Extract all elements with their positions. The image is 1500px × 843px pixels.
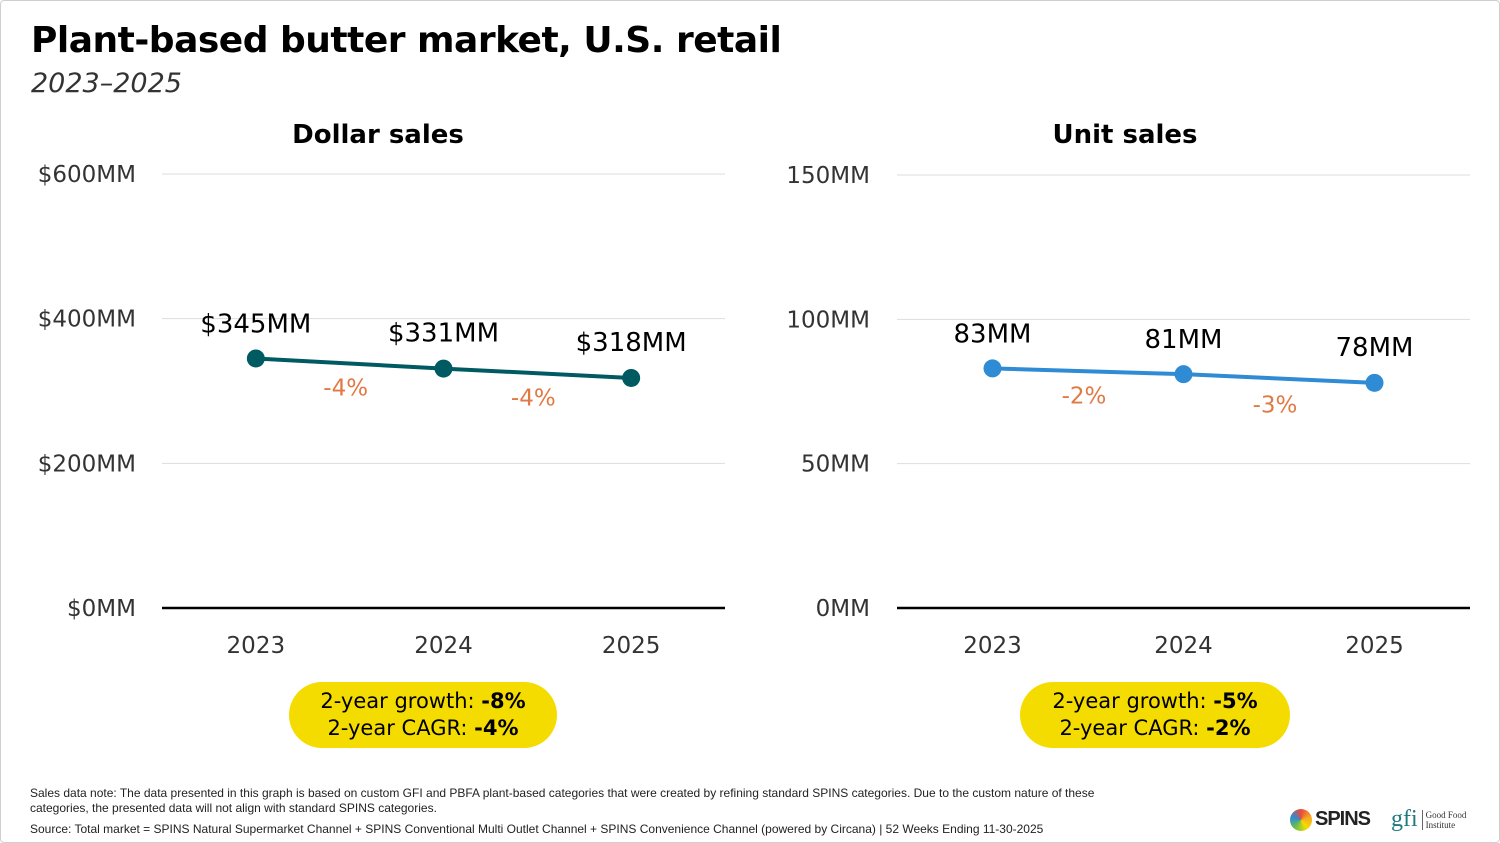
y-tick-label: $600MM <box>38 162 136 188</box>
growth-value: -5% <box>1213 689 1258 713</box>
cagr-label: 2-year CAGR: <box>1059 716 1207 740</box>
y-tick-label: 50MM <box>801 452 870 478</box>
x-tick-label: 2025 <box>1345 633 1404 659</box>
data-label: 78MM <box>1336 333 1414 363</box>
data-point <box>622 368 641 387</box>
data-label: $318MM <box>576 328 687 358</box>
x-tick-label: 2025 <box>602 633 661 659</box>
source-note: Source: Total market = SPINS Natural Sup… <box>30 822 1044 836</box>
y-tick-label: 150MM <box>786 163 870 189</box>
data-point <box>1365 373 1384 392</box>
growth-label: 2-year growth: <box>320 689 482 713</box>
data-point <box>246 349 265 368</box>
cagr-label: 2-year CAGR: <box>327 716 475 740</box>
data-point <box>434 359 453 378</box>
growth-label: 2-year growth: <box>1052 689 1214 713</box>
growth-value: -8% <box>481 689 526 713</box>
summary-pill-dollar: 2-year growth: -8% 2-year CAGR: -4% <box>289 682 557 748</box>
change-label: -4% <box>323 376 368 402</box>
change-label: -2% <box>1062 383 1107 409</box>
y-tick-label: $200MM <box>38 451 136 477</box>
sales-data-note: Sales data note: The data presented in t… <box>30 786 1095 815</box>
y-tick-label: $0MM <box>67 596 136 622</box>
x-tick-label: 2024 <box>1154 633 1213 659</box>
data-point <box>1174 365 1193 384</box>
spins-logo: SPINS <box>1290 808 1371 831</box>
chart-title: Unit sales <box>1052 120 1197 150</box>
gfi-logo: gfi Good Food Institute <box>1391 806 1474 833</box>
data-label: 81MM <box>1145 325 1223 355</box>
x-tick-label: 2024 <box>414 633 473 659</box>
data-label: $345MM <box>200 309 311 339</box>
y-tick-label: 100MM <box>786 307 870 333</box>
y-tick-label: 0MM <box>816 596 870 622</box>
spins-logo-icon <box>1290 808 1312 831</box>
data-label: $331MM <box>388 319 499 349</box>
page-title: Plant-based butter market, U.S. retail <box>31 20 782 61</box>
cagr-value: -4% <box>474 716 519 740</box>
page-subtitle: 2023–2025 <box>31 68 182 99</box>
x-tick-label: 2023 <box>227 633 286 659</box>
summary-pill-unit: 2-year growth: -5% 2-year CAGR: -2% <box>1020 682 1290 748</box>
change-label: -4% <box>511 385 556 411</box>
data-point <box>983 359 1002 378</box>
change-label: -3% <box>1253 393 1298 419</box>
data-label: 83MM <box>954 319 1032 349</box>
cagr-value: -2% <box>1206 716 1251 740</box>
chart-title: Dollar sales <box>292 120 464 150</box>
x-tick-label: 2023 <box>963 633 1022 659</box>
y-tick-label: $400MM <box>38 307 136 333</box>
